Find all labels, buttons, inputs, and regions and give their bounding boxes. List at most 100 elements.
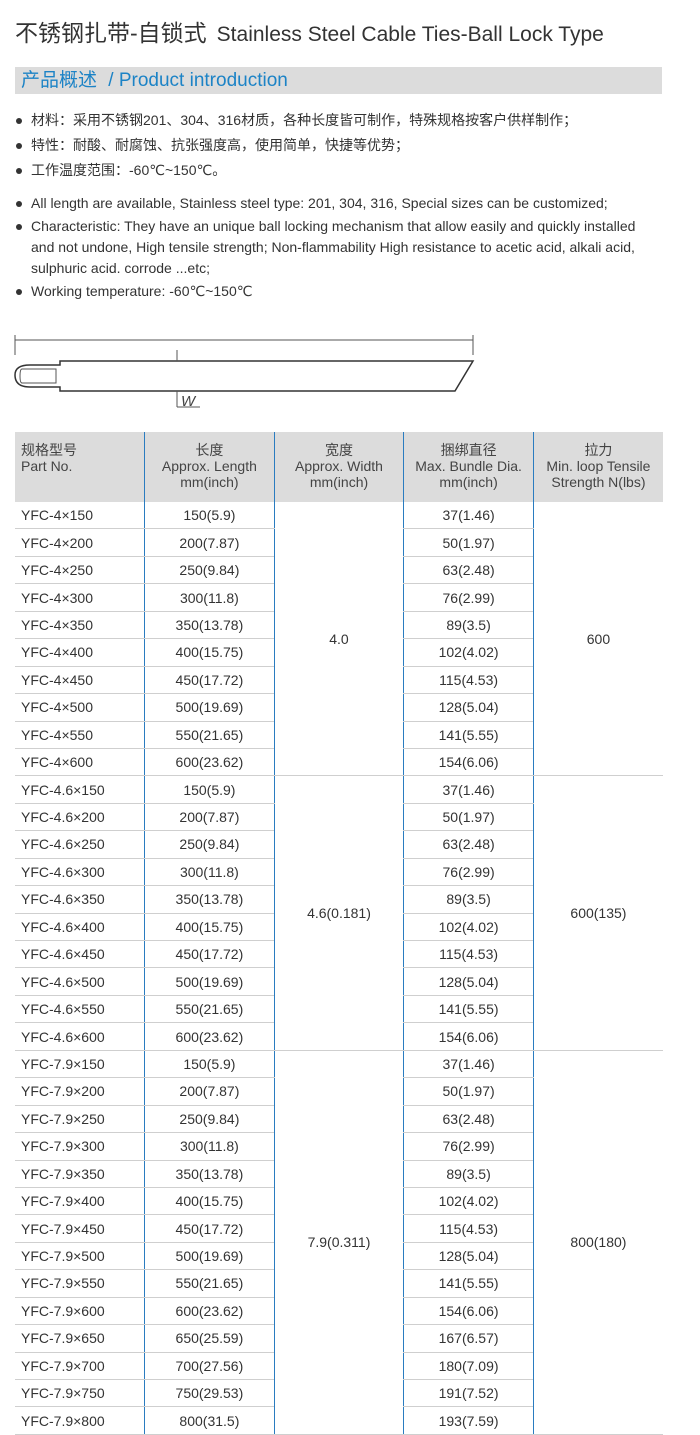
row: YFC-7.9×500 500(19.69) 128(5.04) [15, 1242, 663, 1271]
cell: YFC-7.9×750 [15, 1379, 145, 1408]
row: YFC-7.9×450 450(17.72) 115(4.53) [15, 1214, 663, 1243]
row: YFC-4×400 400(15.75) 102(4.02) [15, 638, 663, 667]
cell: YFC-4.6×400 [15, 913, 145, 942]
cell: YFC-7.9×250 [15, 1105, 145, 1134]
row: YFC-7.9×250 250(9.84) 63(2.48) [15, 1105, 663, 1134]
title: 不锈钢扎带-自锁式 Stainless Steel Cable Ties-Ball… [15, 14, 604, 48]
cell: YFC-4×250 [15, 556, 145, 585]
cell: YFC-4.6×200 [15, 803, 145, 832]
cell: YFC-7.9×150 [15, 1050, 145, 1079]
cell: 141(5.55) [403, 721, 534, 749]
cell: 154(6.06) [403, 1297, 534, 1326]
header-line: Min. loop Tensile [546, 458, 651, 474]
row: YFC-7.9×700 700(27.56) 180(7.09) [15, 1352, 663, 1381]
header-line: mm(inch) [439, 474, 498, 490]
cell: YFC-4.6×300 [15, 858, 145, 887]
header-cell: 拉力 Min. loop Tensile Strength N(lbs) [532, 432, 663, 502]
cell: 63(2.48) [403, 1105, 534, 1134]
row: YFC-4×350 350(13.78) 89(3.5) [15, 611, 663, 640]
cell: 76(2.99) [403, 583, 534, 612]
cell: 154(6.06) [403, 748, 534, 777]
header-line: 规格型号 [21, 442, 77, 458]
cell: 37(1.46) [403, 775, 534, 804]
cell: 200(7.87) [144, 803, 275, 832]
cell: YFC-7.9×550 [15, 1269, 145, 1298]
cell: 150(5.9) [144, 775, 275, 804]
cell: 193(7.59) [403, 1406, 534, 1435]
cell: 76(2.99) [403, 858, 534, 887]
cell: 300(11.8) [144, 1132, 275, 1161]
cell: YFC-4×300 [15, 583, 145, 612]
cell: 200(7.87) [144, 528, 275, 557]
cell: 102(4.02) [403, 1187, 534, 1216]
row: YFC-7.9×150 150(5.9) 7.9(0.311) 37(1.46) 800… [15, 1050, 663, 1435]
row: YFC-4.6×450 450(17.72) 115(4.53) [15, 940, 663, 969]
cell: 50(1.97) [403, 528, 534, 557]
cell: 115(4.53) [403, 940, 534, 969]
header-cell: 宽度 Approx. Width mm(inch) [273, 432, 404, 502]
cell: 141(5.55) [403, 995, 534, 1024]
cell: 76(2.99) [403, 1132, 534, 1161]
cell: YFC-7.9×500 [15, 1242, 145, 1271]
cell: 650(25.59) [144, 1324, 275, 1353]
cell: 600(23.62) [144, 1297, 275, 1326]
row: YFC-4×150 150(5.9) 4.0 37(1.46) 600 [15, 502, 663, 777]
cell: 180(7.09) [403, 1352, 534, 1381]
cell: 115(4.53) [403, 1214, 534, 1243]
row: YFC-4.6×300 300(11.8) 76(2.99) [15, 858, 663, 887]
cell: 450(17.72) [144, 666, 275, 695]
cell: YFC-4.6×350 [15, 885, 145, 914]
row: YFC-7.9×200 200(7.87) 50(1.97) [15, 1077, 663, 1106]
cell: 128(5.04) [403, 693, 534, 722]
row: YFC-4×550 550(21.65) 141(5.55) [15, 721, 663, 749]
cell: YFC-7.9×300 [15, 1132, 145, 1161]
cell: 7.9(0.311) [273, 1050, 404, 1435]
cell: 400(15.75) [144, 913, 275, 942]
cell: 550(21.65) [144, 721, 275, 749]
cell: 128(5.04) [403, 967, 534, 996]
header-cell: 捆绑直径 Max. Bundle Dia. mm(inch) [403, 432, 534, 502]
cell: 450(17.72) [144, 940, 275, 969]
row: YFC-4.6×200 200(7.87) 50(1.97) [15, 803, 663, 832]
cell: YFC-7.9×650 [15, 1324, 145, 1353]
cell: 400(15.75) [144, 638, 275, 667]
bullet: Working temperature: -60℃~150℃ [15, 281, 660, 302]
row: YFC-4×300 300(11.8) 76(2.99) [15, 583, 663, 612]
cell: 50(1.97) [403, 803, 534, 832]
cell: 450(17.72) [144, 1214, 275, 1243]
cell: 4.0 [273, 502, 404, 777]
header-line: Approx. Width [295, 458, 383, 474]
header-line: mm(inch) [180, 474, 239, 490]
header-cell: 规格型号 Part No. [15, 432, 145, 502]
cell: YFC-4.6×150 [15, 775, 145, 804]
cell: 167(6.57) [403, 1324, 534, 1353]
cell: 600(23.62) [144, 748, 275, 777]
row: YFC-7.9×300 300(11.8) 76(2.99) [15, 1132, 663, 1161]
row: YFC-4.6×500 500(19.69) 128(5.04) [15, 967, 663, 996]
cell: YFC-4.6×600 [15, 1022, 145, 1051]
cell: 128(5.04) [403, 1242, 534, 1271]
row: YFC-4.6×350 350(13.78) 89(3.5) [15, 885, 663, 914]
width-label: W [181, 393, 197, 410]
cell: YFC-4×600 [15, 748, 145, 777]
header-cell: 长度 Approx. Length mm(inch) [144, 432, 275, 502]
cell: 550(21.65) [144, 1269, 275, 1298]
cell: 500(19.69) [144, 967, 275, 996]
cell: 350(13.78) [144, 1160, 275, 1188]
bullet: 工作温度范围：-60℃~150℃。 [15, 160, 660, 181]
row: YFC-4.6×400 400(15.75) 102(4.02) [15, 913, 663, 942]
cell: YFC-4×400 [15, 638, 145, 667]
header-line: Approx. Length [161, 458, 257, 474]
cell: 700(27.56) [144, 1352, 275, 1381]
cell: 350(13.78) [144, 611, 275, 640]
cell: YFC-4×200 [15, 528, 145, 557]
cell: 141(5.55) [403, 1269, 534, 1298]
cell: YFC-4.6×250 [15, 830, 145, 859]
header-line: Part No. [21, 458, 73, 474]
header-line: Strength N(lbs) [551, 474, 646, 490]
spec-table: 规格型号 Part No. 长度 Approx. Length mm(inch) 宽度 Ap… [15, 432, 663, 1435]
row: YFC-4×500 500(19.69) 128(5.04) [15, 693, 663, 722]
cell: 500(19.69) [144, 693, 275, 722]
row: YFC-4×250 250(9.84) 63(2.48) [15, 556, 663, 585]
cell: 800(31.5) [144, 1406, 275, 1435]
